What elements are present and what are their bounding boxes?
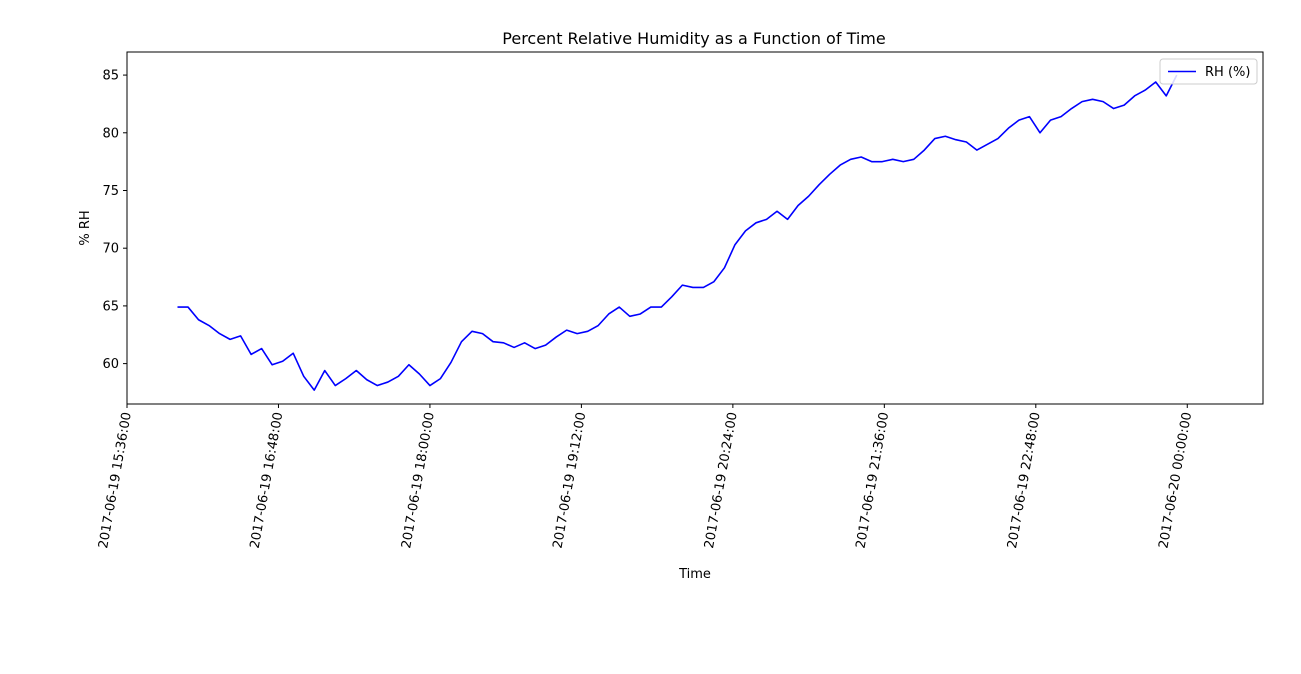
x-tick-label: 2017-06-19 18:00:00 (399, 411, 438, 550)
x-tick-label: 2017-06-19 22:48:00 (1005, 411, 1044, 550)
x-tick-label: 2017-06-19 15:36:00 (96, 411, 135, 550)
x-axis: 2017-06-19 15:36:00 2017-06-19 16:48:00 20… (96, 404, 1195, 550)
y-tick-label: 80 (102, 126, 119, 141)
x-axis-label: Time (678, 567, 711, 582)
chart-title: Percent Relative Humidity as a Function … (502, 29, 885, 48)
legend: RH (%) (1159, 58, 1258, 85)
plot-frame (126, 51, 1264, 405)
x-tick-label: 2017-06-19 21:36:00 (854, 411, 893, 550)
y-tick-label: 75 (102, 184, 119, 199)
y-tick-label: 85 (102, 69, 119, 84)
legend-label: RH (%) (1205, 65, 1250, 80)
legend-box (1159, 58, 1258, 85)
y-tick-label: 60 (102, 357, 119, 372)
y-tick-label: 65 (102, 299, 119, 314)
x-tick-label: 2017-06-19 16:48:00 (248, 411, 287, 550)
plot-series (177, 74, 1178, 391)
y-tick-label: 70 (102, 242, 119, 257)
x-tick-label: 2017-06-19 19:12:00 (551, 411, 590, 550)
y-axis-label: % RH (78, 210, 93, 245)
series-line (177, 74, 1178, 391)
y-axis: 60 65 70 75 80 85 (102, 69, 127, 372)
x-tick-label: 2017-06-20 00:00:00 (1156, 411, 1195, 550)
x-tick-label: 2017-06-19 20:24:00 (702, 411, 741, 550)
